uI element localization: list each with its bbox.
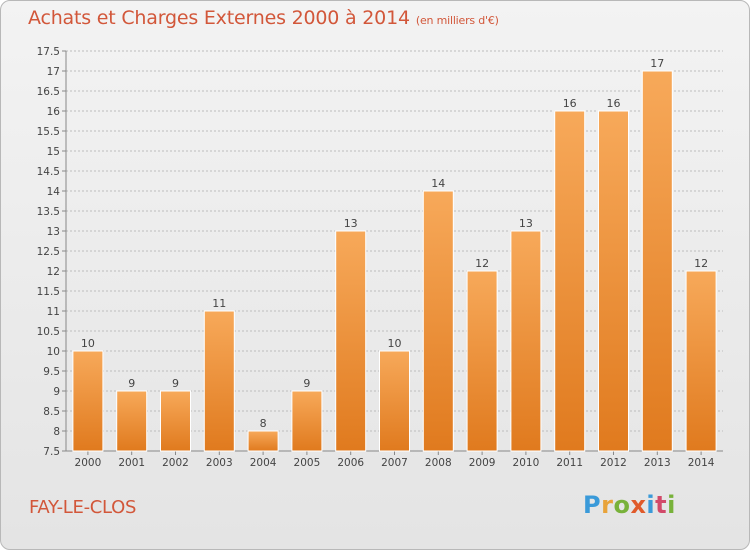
y-tick-label: 15.5 (37, 126, 60, 138)
value-label-2014: 12 (694, 257, 708, 270)
bar-2011 (554, 110, 586, 452)
y-tick-label: 12.5 (37, 246, 60, 258)
bar-2002 (160, 390, 191, 452)
x-tick-label-2009: 2009 (469, 457, 496, 469)
bar-2008 (422, 190, 454, 452)
value-label-2012: 16 (607, 97, 621, 110)
x-tick-label-2002: 2002 (162, 457, 189, 469)
x-tick-label-2014: 2014 (688, 457, 715, 469)
bar-2007 (379, 350, 410, 452)
y-tick-label: 9.5 (43, 366, 60, 378)
value-label-2011: 16 (563, 97, 577, 110)
title-text: Achats et Charges Externes 2000 à 2014 (28, 7, 410, 29)
y-tick-label: 17.5 (37, 46, 60, 58)
y-tick-label: 16 (47, 106, 61, 118)
bar-2012 (598, 110, 629, 452)
y-tick-label: 16.5 (37, 86, 60, 98)
bar-2006 (335, 230, 367, 452)
labels: 10 2000 9 2001 9 2002 11 2003 8 2004 9 2005 13 2006 10… (75, 57, 715, 469)
value-label-2003: 11 (212, 297, 226, 310)
y-tick-label: 15 (47, 146, 60, 158)
bar-2004 (247, 430, 279, 452)
value-label-2010: 13 (519, 217, 533, 230)
chart-title: Achats et Charges Externes 2000 à 2014 (e… (28, 7, 499, 29)
y-tick-label: 14.5 (37, 166, 60, 178)
x-tick-label-2005: 2005 (294, 457, 321, 469)
value-label-2001: 9 (128, 377, 135, 390)
value-label-2000: 10 (81, 337, 95, 350)
bar-2013 (641, 70, 673, 452)
y-tick-label: 8 (53, 426, 60, 438)
value-label-2006: 13 (344, 217, 358, 230)
bar-2001 (116, 390, 148, 452)
value-label-2002: 9 (172, 377, 179, 390)
y-tick-label: 12 (47, 266, 60, 278)
title-unit: (en milliers d'€) (415, 14, 499, 27)
bars (72, 70, 717, 452)
value-label-2008: 14 (431, 177, 445, 190)
y-tick-label: 7.5 (43, 446, 60, 458)
x-tick-label-2013: 2013 (644, 457, 671, 469)
bar-2000 (72, 350, 104, 452)
x-tick-label-2006: 2006 (337, 457, 364, 469)
value-label-2004: 8 (260, 417, 267, 430)
x-tick-label-2011: 2011 (556, 457, 583, 469)
y-tick-label: 13.5 (37, 206, 60, 218)
x-tick-label-2004: 2004 (250, 457, 277, 469)
x-tick-label-2003: 2003 (206, 457, 233, 469)
value-label-2009: 12 (475, 257, 489, 270)
bar-2005 (291, 390, 323, 452)
proxiti-logo: Proxiti (583, 491, 676, 519)
y-tick-label: 11 (47, 306, 60, 318)
y-tick-label: 13 (47, 226, 60, 238)
x-tick-label-2008: 2008 (425, 457, 452, 469)
y-tick-label: 8.5 (43, 406, 60, 418)
value-label-2013: 17 (650, 57, 664, 70)
y-tick-label: 10.5 (37, 326, 60, 338)
y-tick-label: 9 (53, 386, 60, 398)
bar-2010 (510, 230, 542, 452)
x-tick-label-2007: 2007 (381, 457, 408, 469)
value-label-2007: 10 (388, 337, 402, 350)
x-tick-label-2000: 2000 (75, 457, 102, 469)
y-tick-label: 10 (47, 346, 60, 358)
x-tick-label-2010: 2010 (513, 457, 540, 469)
y-tick-label: 17 (47, 66, 60, 78)
y-tick-label: 11.5 (37, 286, 60, 298)
x-tick-label-2001: 2001 (118, 457, 145, 469)
commune-name: FAY-LE-CLOS (29, 497, 137, 518)
bar-2009 (466, 270, 498, 452)
bar-2014 (685, 270, 717, 452)
x-tick-label-2012: 2012 (600, 457, 627, 469)
value-label-2005: 9 (303, 377, 310, 390)
bar-2003 (203, 310, 235, 452)
y-tick-label: 14 (47, 186, 61, 198)
